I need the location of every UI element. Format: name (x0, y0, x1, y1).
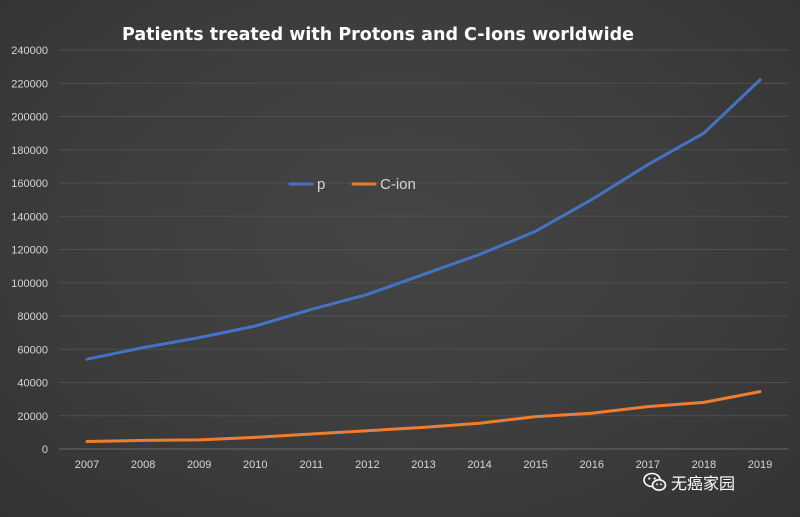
y-tick-label: 180000 (11, 145, 48, 157)
y-tick-label: 240000 (11, 45, 48, 57)
gridlines (59, 49, 788, 450)
y-axis-ticks: 0 20000 40000 60000 80000 100000 120000 140000 1… (11, 45, 48, 456)
x-tick-label: 2012 (355, 459, 379, 471)
x-tick-label: 2011 (300, 459, 324, 471)
x-tick-label: 2018 (692, 459, 716, 471)
x-tick-label: 2019 (748, 459, 772, 471)
watermark: 无癌家园 (643, 470, 735, 494)
y-tick-label: 20000 (17, 411, 48, 423)
x-tick-label: 2014 (467, 459, 491, 471)
y-tick-label: 0 (42, 444, 48, 456)
x-tick-label: 2013 (411, 459, 435, 471)
wechat-icon (643, 472, 667, 491)
y-tick-label: 100000 (11, 278, 48, 290)
series-line-protons (85, 78, 762, 361)
series-line-c-ion (85, 390, 762, 443)
y-tick-label: 60000 (17, 344, 48, 356)
y-tick-label: 80000 (17, 311, 48, 323)
y-tick-label: 140000 (11, 211, 48, 223)
x-tick-label: 2015 (523, 459, 547, 471)
x-axis-ticks: 2007 2008 2009 2010 2011 2012 2013 2014 2015 2016… (75, 459, 772, 471)
y-tick-label: 160000 (11, 178, 48, 190)
legend-label: C-ion (380, 176, 416, 193)
y-tick-label: 120000 (11, 245, 48, 257)
x-tick-label: 2009 (187, 459, 211, 471)
x-tick-label: 2007 (75, 459, 99, 471)
x-tick-label: 2016 (579, 459, 603, 471)
x-tick-label: 2008 (131, 459, 155, 471)
watermark-text: 无癌家园 (671, 474, 736, 493)
x-tick-label: 2010 (243, 459, 267, 471)
chart-title: Patients treated with Protons and C-Ions… (122, 25, 634, 45)
legend: p C-ion (288, 176, 416, 193)
y-tick-label: 220000 (11, 78, 48, 90)
y-tick-label: 40000 (17, 378, 48, 390)
series-lines (85, 78, 762, 443)
legend-label: p (317, 176, 325, 193)
y-tick-label: 200000 (11, 112, 48, 124)
x-tick-label: 2017 (636, 459, 660, 471)
